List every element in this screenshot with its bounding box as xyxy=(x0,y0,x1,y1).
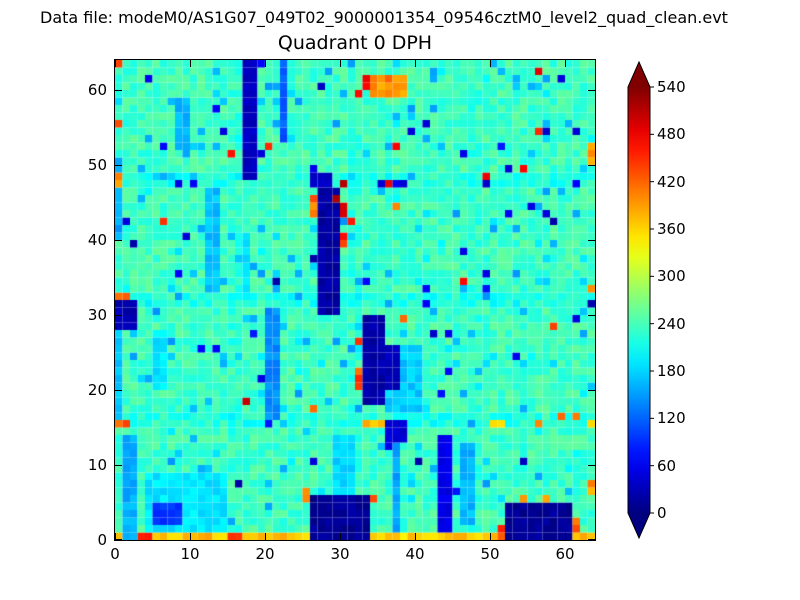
colorbar-tick-label: 420 xyxy=(657,172,686,191)
y-tick-label: 10 xyxy=(87,456,107,474)
colorbar-tick-label: 360 xyxy=(657,220,686,238)
heatmap-plot-area xyxy=(114,59,596,541)
x-tick-label: 20 xyxy=(255,545,275,563)
x-tick-label: 0 xyxy=(110,545,120,563)
colorbar-tick-label: 120 xyxy=(657,409,686,428)
colorbar-tick-label: 0 xyxy=(657,504,667,522)
colorbar-tick-label: 480 xyxy=(657,125,686,144)
colorbar-tick-label: 60 xyxy=(657,456,677,475)
colorbar-tick-label: 540 xyxy=(657,78,686,96)
colorbar-tick-label: 180 xyxy=(657,362,686,380)
data-file-label: Data file: modeM0/AS1G07_049T02_90000013… xyxy=(40,8,728,27)
x-tick-label: 40 xyxy=(405,545,425,563)
y-tick-label: 40 xyxy=(87,231,107,249)
y-tick-label: 30 xyxy=(87,306,107,324)
y-tick-label: 50 xyxy=(87,156,107,174)
heatmap-image xyxy=(115,60,595,540)
chart-title: Quadrant 0 DPH xyxy=(277,32,433,54)
y-tick-label: 0 xyxy=(97,531,107,549)
x-tick-label: 60 xyxy=(555,545,575,563)
x-tick-label: 10 xyxy=(180,545,200,563)
colorbar xyxy=(627,60,654,540)
y-tick-label: 20 xyxy=(87,381,107,399)
colorbar-tick-label: 240 xyxy=(657,314,686,333)
x-tick-label: 30 xyxy=(330,545,350,563)
x-tick-label: 50 xyxy=(480,545,500,563)
y-tick-label: 60 xyxy=(87,81,107,99)
colorbar-tick-label: 300 xyxy=(657,267,686,286)
